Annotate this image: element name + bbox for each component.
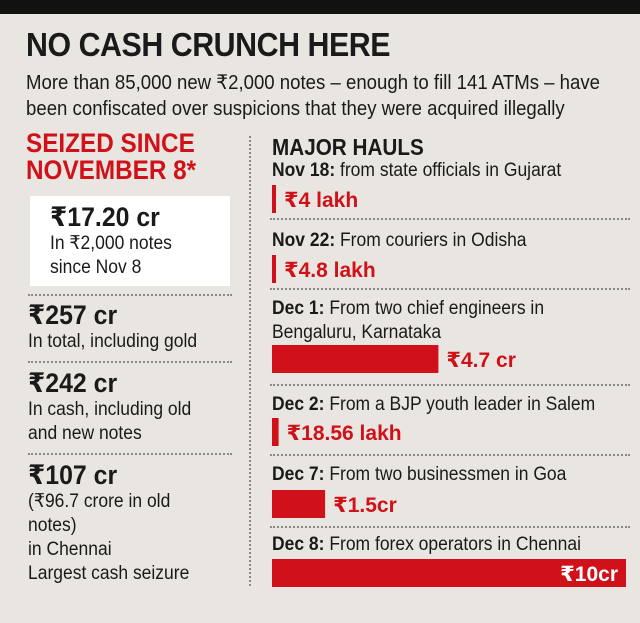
haul-date: Dec 1 <box>272 298 319 319</box>
haul-date: Nov 22 <box>272 230 330 251</box>
haul-date: Dec 8 <box>272 534 319 555</box>
stat-line: (₹96.7 crore in old <box>28 491 171 512</box>
haul-desc: From two chief engineers in <box>329 298 545 319</box>
stat-new-notes: ₹17.20 cr In ₹2,000 notes since Nov 8 <box>50 202 183 280</box>
seized-heading: SEIZED SINCE NOVEMBER 8* <box>26 130 196 184</box>
stat-line: In ₹2,000 notes <box>50 233 172 254</box>
haul-date: Dec 2 <box>272 394 319 415</box>
top-border <box>0 0 640 14</box>
stat-line: Largest cash seizure <box>28 563 190 584</box>
haul-desc: from state officials in Gujarat <box>340 160 562 181</box>
haul-row-1: Nov 22: From couriers in Odisha <box>272 230 527 251</box>
stat-line: In total, including gold <box>28 331 198 352</box>
highlight-box <box>30 196 230 286</box>
haul-desc: From couriers in Odisha <box>340 230 527 251</box>
divider <box>270 526 630 528</box>
divider <box>270 288 630 290</box>
divider <box>270 384 630 386</box>
stat-line: since Nov 8 <box>50 257 142 278</box>
haul-bar-label: ₹1.5cr <box>333 494 397 517</box>
haul-bar <box>272 490 326 518</box>
haul-bar <box>272 255 276 283</box>
haul-row-0: Nov 18: from state officials in Gujarat <box>272 160 562 181</box>
stat-value: ₹107 cr <box>28 460 118 490</box>
chart-title: MAJOR HAULS <box>272 134 424 160</box>
stat-cash: ₹242 cr In cash, including old and new n… <box>28 368 205 446</box>
haul-row-2: Dec 1: From two chief engineers in Benga… <box>272 298 545 343</box>
haul-row-4: Dec 7: From two businessmen in Goa <box>272 464 567 485</box>
stat-chennai: ₹107 cr (₹96.7 crore in old notes) in Ch… <box>28 460 203 586</box>
subtitle-line-2: been confiscated over suspicions that th… <box>26 98 565 120</box>
stat-value: ₹17.20 cr <box>50 202 160 232</box>
column-divider <box>249 136 251 586</box>
haul-bar-label: ₹18.56 lakh <box>287 422 402 445</box>
haul-row-5: Dec 8: From forex operators in Chennai <box>272 534 581 555</box>
page-title: NO CASH CRUNCH HERE <box>26 26 391 63</box>
divider <box>28 361 232 363</box>
haul-bar-label: ₹4 lakh <box>284 189 358 212</box>
haul-desc: From a BJP youth leader in Salem <box>329 394 596 415</box>
divider <box>270 218 630 220</box>
stat-line: notes) <box>28 515 77 536</box>
seized-heading-line-1: SEIZED SINCE <box>26 128 195 158</box>
divider <box>28 453 232 455</box>
seized-heading-line-2: NOVEMBER 8* <box>26 155 197 185</box>
haul-date: Nov 18 <box>272 160 330 181</box>
haul-bar <box>272 559 626 587</box>
stat-line: and new notes <box>28 423 142 444</box>
haul-bar-label: ₹10cr <box>560 563 618 586</box>
stat-value: ₹242 cr <box>28 368 118 398</box>
haul-desc: From two businessmen in Goa <box>329 464 567 485</box>
haul-desc: From forex operators in Chennai <box>329 534 581 555</box>
haul-row-3: Dec 2: From a BJP youth leader in Salem <box>272 394 596 415</box>
divider <box>28 294 232 296</box>
haul-date: Dec 7 <box>272 464 319 485</box>
subtitle-line-1: More than 85,000 new ₹2,000 notes – enou… <box>26 72 601 94</box>
haul-bar-label: ₹4.8 lakh <box>284 259 376 282</box>
haul-bar <box>272 345 439 373</box>
haul-bar <box>272 185 276 213</box>
divider <box>270 454 630 456</box>
haul-bar-label: ₹4.7 cr <box>446 349 516 372</box>
stat-line: in Chennai <box>28 539 112 560</box>
haul-desc: Bengaluru, Karnataka <box>272 322 442 343</box>
stat-line: In cash, including old <box>28 399 192 420</box>
stat-total: ₹257 cr In total, including gold <box>28 300 212 354</box>
haul-bar <box>272 418 279 446</box>
stat-value: ₹257 cr <box>28 300 118 330</box>
page-subtitle: More than 85,000 new ₹2,000 notes – enou… <box>26 70 621 122</box>
